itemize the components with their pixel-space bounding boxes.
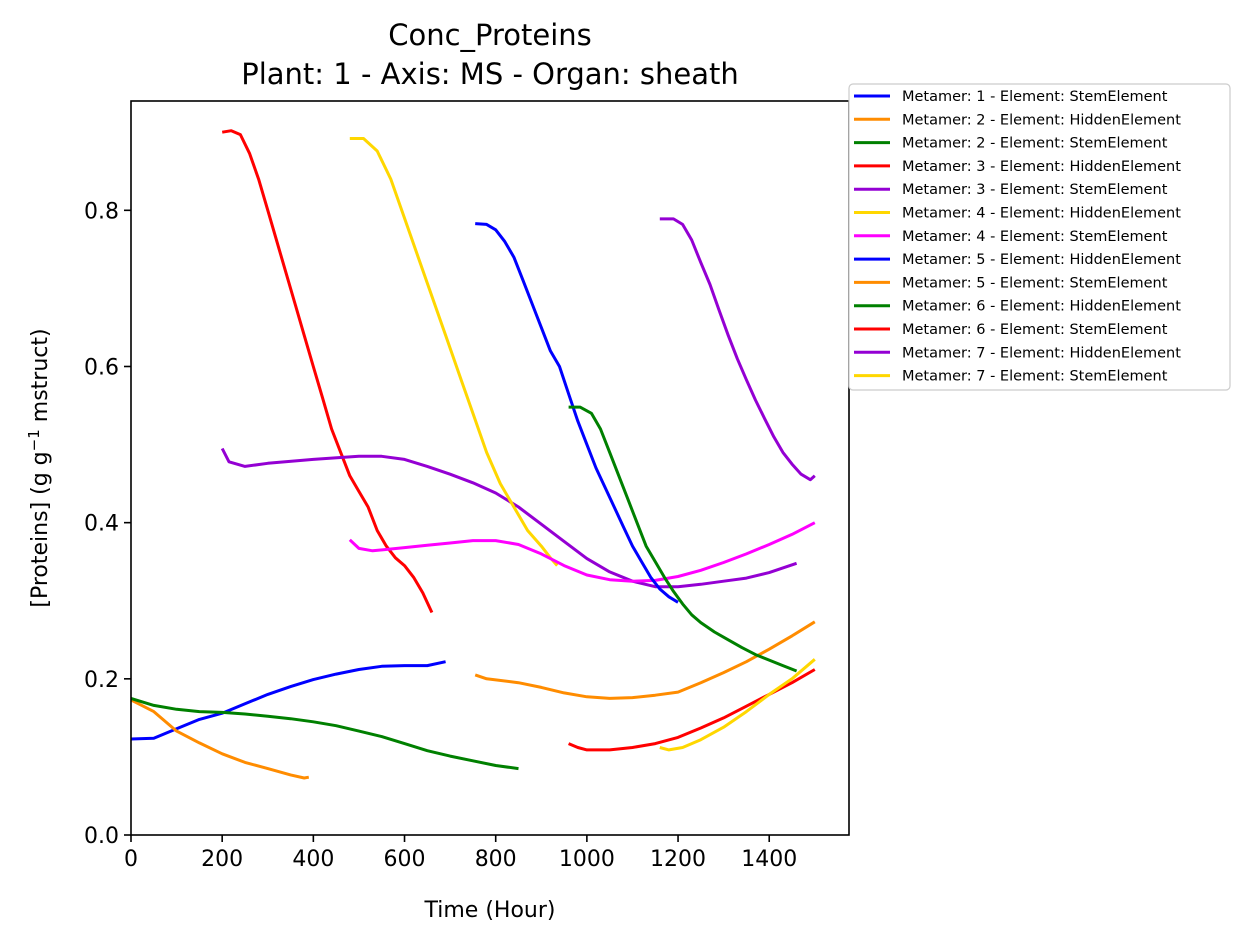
x-tick-label: 1000 — [559, 847, 615, 872]
legend-label: Metamer: 2 - Element: StemElement — [902, 136, 1168, 152]
series-line-13 — [659, 658, 816, 752]
series-line-11 — [568, 668, 816, 752]
legend-label: Metamer: 4 - Element: StemElement — [902, 229, 1168, 245]
y-axis: 0.0 0.2 0.4 0.6 0.8 — [84, 199, 131, 849]
x-axis-label: Time (Hour) — [424, 898, 556, 923]
y-tick-label: 0.8 — [84, 199, 119, 224]
series-line-1 — [130, 660, 446, 741]
legend-label: Metamer: 6 - Element: StemElement — [902, 322, 1168, 338]
series-line-10 — [568, 405, 798, 673]
series-line-2 — [130, 698, 310, 780]
legend-label: Metamer: 3 - Element: HiddenElement — [902, 159, 1181, 175]
legend-label: Metamer: 7 - Element: StemElement — [902, 369, 1168, 385]
x-tick-label: 1200 — [650, 847, 706, 872]
y-tick-label: 0.0 — [84, 824, 119, 849]
legend-label: Metamer: 2 - Element: HiddenElement — [902, 112, 1181, 128]
x-tick-label: 800 — [475, 847, 517, 872]
series-line-8 — [475, 222, 679, 604]
legend-label: Metamer: 5 - Element: HiddenElement — [902, 252, 1181, 268]
series-line-4 — [221, 129, 434, 614]
legend-label: Metamer: 1 - Element: StemElement — [902, 89, 1168, 105]
legend-label: Metamer: 7 - Element: HiddenElement — [902, 345, 1181, 361]
legend-label: Metamer: 6 - Element: HiddenElement — [902, 299, 1181, 315]
chart-title: Conc_Proteins — [388, 18, 592, 52]
x-tick-label: 1400 — [741, 847, 797, 872]
x-axis: 0 200 400 600 800 1000 1200 1400 — [124, 835, 797, 872]
y-tick-label: 0.6 — [84, 355, 119, 380]
plot-frame — [130, 100, 850, 836]
y-tick-label: 0.4 — [84, 512, 119, 537]
y-tick-label: 0.2 — [84, 668, 119, 693]
legend-label: Metamer: 3 - Element: StemElement — [902, 182, 1168, 198]
y-axis-label: [Proteins] (g g−1 mstruct) — [25, 328, 53, 607]
chart-subtitle: Plant: 1 - Axis: MS - Organ: sheath — [241, 57, 739, 91]
x-tick-label: 0 — [124, 847, 138, 872]
x-tick-label: 400 — [292, 847, 334, 872]
series-line-12 — [659, 217, 816, 482]
legend-label: Metamer: 5 - Element: StemElement — [902, 275, 1168, 291]
series-line-6 — [349, 137, 559, 567]
legend: Metamer: 1 - Element: StemElement Metamer… — [848, 83, 1231, 391]
series-line-5 — [220, 447, 798, 589]
x-tick-label: 600 — [384, 847, 426, 872]
legend-box — [848, 83, 1231, 391]
series-line-9 — [474, 620, 816, 700]
plot-area — [130, 129, 816, 780]
series-line-3 — [130, 696, 519, 771]
legend-label: Metamer: 4 - Element: HiddenElement — [902, 206, 1181, 222]
series-line-7 — [348, 521, 816, 583]
x-tick-label: 200 — [201, 847, 243, 872]
